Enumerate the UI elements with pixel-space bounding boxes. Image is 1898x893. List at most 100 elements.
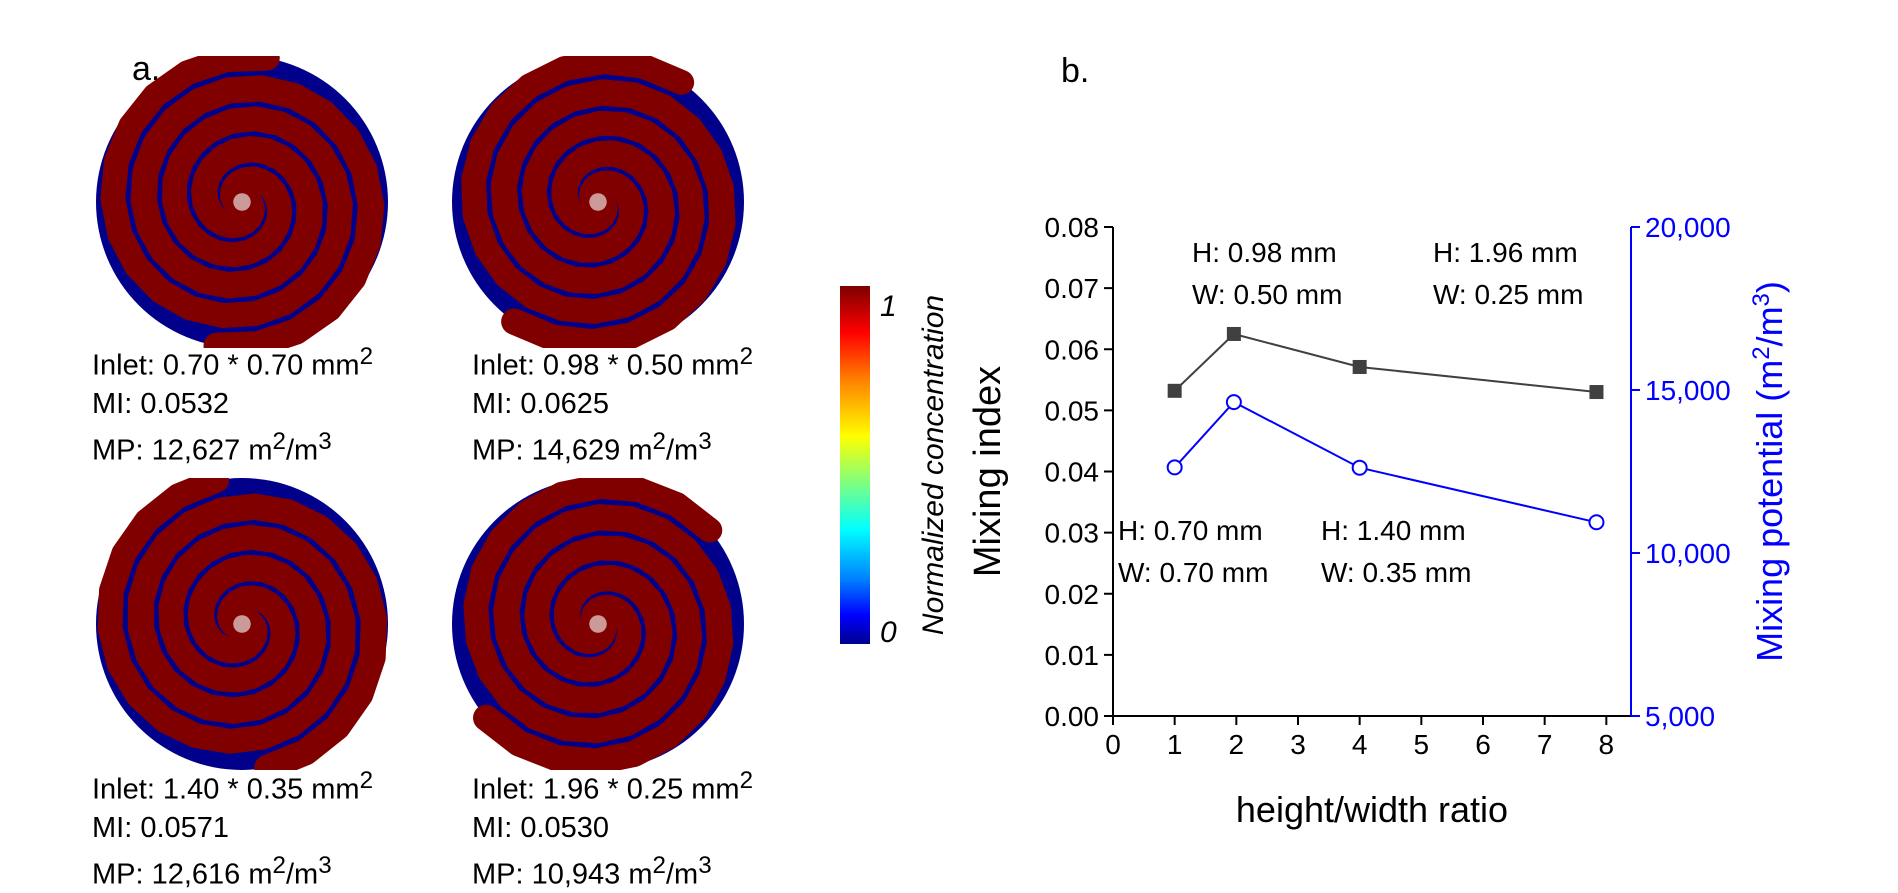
mp-sup: 2 [272, 851, 286, 879]
inlet-sup: 2 [739, 767, 754, 794]
data-point-square [1589, 385, 1604, 400]
annotation-width: W: 0.35 mm [1321, 557, 1471, 588]
mp-sup: 3 [318, 851, 332, 879]
mp-sup: 2 [272, 427, 286, 455]
inlet-text: Inlet: 1.96 * 0.25 mm [472, 773, 740, 806]
mp-mid: /m [285, 434, 319, 467]
mp-sup: 2 [652, 851, 666, 879]
colorbar [840, 286, 870, 644]
mp-text: MP: 12,616 m [92, 858, 273, 891]
y-tick-label: 0.02 [1045, 579, 1100, 610]
concentration-disk-3 [96, 478, 388, 770]
spiral-arms [97, 478, 388, 770]
y2-label-part: Mixing potential (m [1749, 360, 1790, 662]
x-tick-label: 2 [1229, 729, 1245, 760]
series-line-1 [1174, 332, 1597, 393]
y2-label-superscript: 2 [1748, 346, 1775, 359]
mp-text: MP: 12,627 m [92, 434, 273, 467]
annotation-height: H: 1.40 mm [1321, 515, 1466, 546]
chart-labels: 0 1 2 3 4 5 6 7 8 0.00 0.01 0.02 0.03 0.04 0.05 0.06 0.0… [967, 52, 1790, 830]
annotation-height: H: 0.70 mm [1118, 515, 1263, 546]
concentration-disk-1 [96, 56, 388, 348]
spiral-arm [130, 75, 385, 348]
spiral-arms [100, 56, 385, 348]
case-caption-4: Inlet: 1.96 * 0.25 mm2 MI: 0.0530 MP: 10… [472, 762, 753, 893]
data-point-circle [1225, 394, 1242, 411]
data-point-square [1226, 326, 1241, 341]
disk-center [233, 193, 251, 211]
spiral-arm [100, 56, 353, 328]
y-tick-label: 0.04 [1045, 457, 1100, 488]
concentration-disk-4 [452, 478, 744, 770]
y2-label-part: /m [1749, 306, 1790, 346]
spiral-arm [473, 504, 734, 770]
mp-text: MP: 10,943 m [472, 858, 653, 891]
x-tick-label: 1 [1167, 729, 1183, 760]
disk-center [589, 193, 607, 211]
x-axis-label: height/width ratio [1236, 789, 1508, 830]
mp-sup: 2 [652, 427, 666, 455]
y2-axis-label: Mixing potential (m2/m3) [1748, 281, 1791, 662]
inlet-text: Inlet: 1.40 * 0.35 mm [92, 773, 360, 806]
y2-tick-label: 10,000 [1645, 538, 1731, 569]
case-caption-1: Inlet: 0.70 * 0.70 mm2 MI: 0.0532 MP: 12… [92, 338, 373, 469]
mp-sup: 3 [698, 851, 712, 879]
annotation-width: W: 0.70 mm [1118, 557, 1268, 588]
x-tick-label: 5 [1414, 729, 1430, 760]
inlet-sup: 2 [359, 767, 374, 794]
annotation-height: H: 0.98 mm [1192, 237, 1337, 268]
spiral-arms [463, 478, 734, 770]
y2-tick-label: 5,000 [1645, 701, 1715, 732]
colorbar-min-label: 0 [880, 616, 897, 649]
mp-sup: 3 [698, 427, 712, 455]
x-tick-label: 7 [1537, 729, 1553, 760]
spiral-arm [97, 478, 356, 754]
x-tick-label: 0 [1105, 729, 1121, 760]
x-tick-label: 4 [1352, 729, 1368, 760]
spiral-arm [461, 56, 705, 324]
spiral-arm [127, 493, 388, 770]
y2-tick-label: 20,000 [1645, 212, 1731, 243]
y-axis-label: Mixing index [967, 366, 1009, 577]
inlet-sup: 2 [739, 343, 754, 370]
inlet-sup: 2 [359, 343, 374, 370]
x-tick-label: 3 [1290, 729, 1306, 760]
inlet-text: Inlet: 0.70 * 0.70 mm [92, 349, 360, 382]
mi-text: MI: 0.0530 [472, 811, 610, 844]
mp-text: MP: 14,629 m [472, 434, 653, 467]
y-tick-label: 0.06 [1045, 334, 1100, 365]
disk-center [233, 615, 251, 633]
y2-label-superscript: 3 [1748, 293, 1775, 306]
mp-mid: /m [665, 434, 699, 467]
data-point-circle [1588, 514, 1605, 531]
concentration-disk-2 [452, 56, 744, 348]
data-point-circle [1166, 459, 1183, 476]
y2-label-part: ) [1749, 281, 1790, 293]
chart-axes [1104, 226, 1640, 725]
disk-center [589, 615, 607, 633]
inlet-text: Inlet: 0.98 * 0.50 mm [472, 349, 740, 382]
mp-sup: 3 [318, 427, 332, 455]
y-tick-label: 0.01 [1045, 640, 1100, 671]
mi-text: MI: 0.0625 [472, 387, 610, 420]
case-caption-2: Inlet: 0.98 * 0.50 mm2 MI: 0.0625 MP: 14… [472, 338, 753, 469]
data-point-circle [1351, 459, 1368, 476]
colorbar-max-label: 1 [880, 290, 897, 323]
panel-b-label: b. [1061, 52, 1089, 90]
annotation-height: H: 1.96 mm [1433, 237, 1578, 268]
mp-mid: /m [285, 858, 319, 891]
y-tick-label: 0.00 [1045, 701, 1100, 732]
y-tick-label: 0.07 [1045, 273, 1100, 304]
data-point-square [1167, 383, 1182, 398]
x-tick-label: 6 [1475, 729, 1491, 760]
x-tick-label: 8 [1599, 729, 1615, 760]
y-tick-label: 0.05 [1045, 395, 1100, 426]
mi-text: MI: 0.0571 [92, 811, 230, 844]
y-tick-label: 0.03 [1045, 518, 1100, 549]
chart-marks [1166, 326, 1605, 531]
spiral-arm [463, 478, 723, 744]
y-tick-label: 0.08 [1045, 212, 1100, 243]
y2-tick-label: 15,000 [1645, 375, 1731, 406]
series-line-2 [1173, 400, 1597, 524]
